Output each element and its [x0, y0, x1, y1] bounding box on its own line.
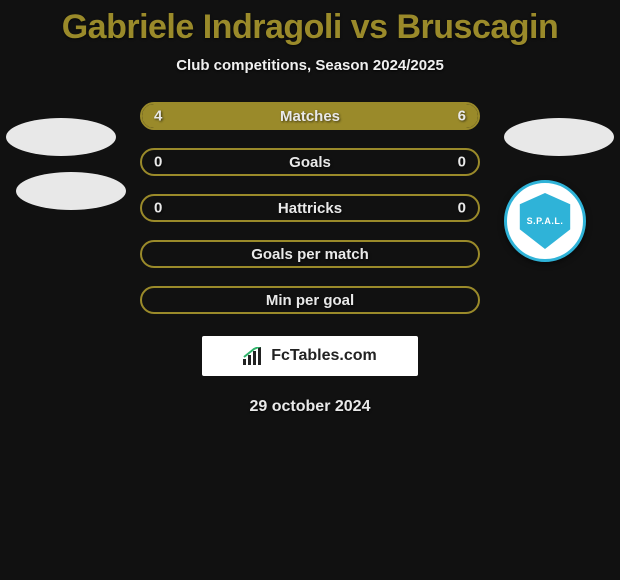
player-right-avatar-placeholder [504, 118, 614, 156]
subtitle: Club competitions, Season 2024/2025 [0, 57, 620, 74]
stat-value-left: 4 [154, 108, 162, 125]
player-left-avatar-placeholder-1 [6, 118, 116, 156]
stat-row-goals-per-match: Goals per match [140, 240, 480, 268]
stat-label: Min per goal [266, 292, 354, 309]
stat-label: Goals [289, 154, 331, 171]
date-text: 29 october 2024 [0, 398, 620, 416]
club-badge-shield: S.P.A.L. [517, 193, 573, 249]
stat-row-min-per-goal: Min per goal [140, 286, 480, 314]
footer-brand-text: FcTables.com [271, 347, 377, 365]
footer-brand-badge: FcTables.com [202, 336, 418, 376]
club-badge-text: S.P.A.L. [527, 216, 564, 226]
stat-value-right: 0 [458, 154, 466, 171]
bar-chart-icon [243, 347, 265, 365]
stat-label: Matches [280, 108, 340, 125]
club-badge: S.P.A.L. [504, 180, 586, 262]
page-title: Gabriele Indragoli vs Bruscagin [0, 0, 620, 47]
stat-value-right: 6 [458, 108, 466, 125]
stat-value-right: 0 [458, 200, 466, 217]
stat-label: Goals per match [251, 246, 369, 263]
stat-value-left: 0 [154, 200, 162, 217]
stat-value-left: 0 [154, 154, 162, 171]
player-left-avatar-placeholder-2 [16, 172, 126, 210]
stat-row-matches: 4 Matches 6 [140, 102, 480, 130]
stat-label: Hattricks [278, 200, 342, 217]
stat-row-goals: 0 Goals 0 [140, 148, 480, 176]
stat-row-hattricks: 0 Hattricks 0 [140, 194, 480, 222]
